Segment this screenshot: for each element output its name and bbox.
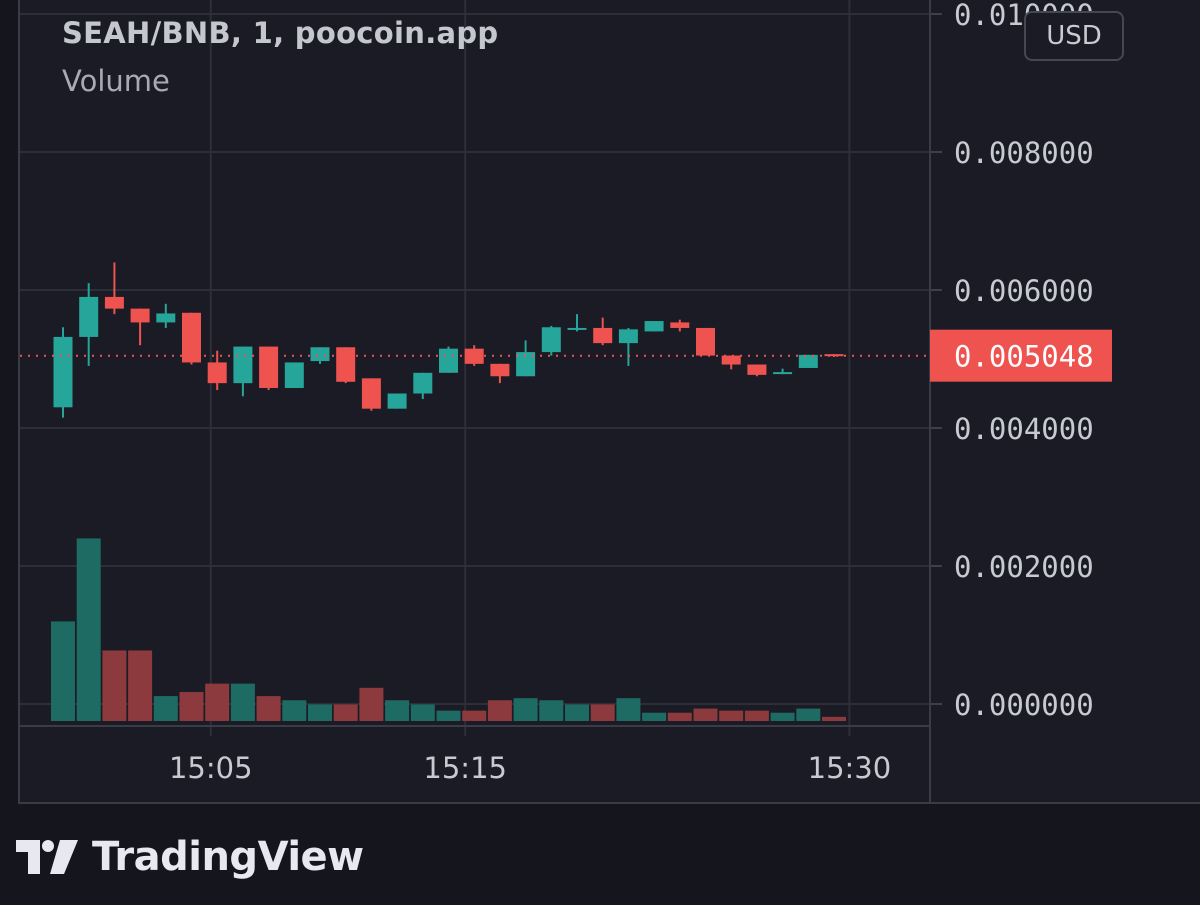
candle-body xyxy=(336,347,356,382)
candle-body xyxy=(413,372,433,394)
candle-body xyxy=(207,362,227,384)
volume-bar xyxy=(128,650,153,721)
currency-button[interactable]: USD xyxy=(1024,11,1124,61)
volume-bar xyxy=(513,698,538,721)
candle-body xyxy=(644,321,664,332)
volume-bar xyxy=(256,696,281,721)
candle-body xyxy=(130,308,150,323)
volume-bar xyxy=(308,704,332,721)
volume-bar xyxy=(205,683,230,721)
candle-body xyxy=(79,296,99,337)
chart-legend-title: SEAH/BNB, 1, poocoin.app xyxy=(62,16,499,50)
volume-bar xyxy=(565,704,589,721)
candle-body xyxy=(156,313,176,323)
candle-body xyxy=(439,348,458,373)
volume-bar xyxy=(770,712,795,721)
y-tick-label: 0.002000 xyxy=(954,550,1094,584)
tradingview-wordmark: TradingView xyxy=(92,834,364,880)
candle-body xyxy=(233,346,253,384)
volume-bar xyxy=(436,710,461,721)
volume-bar xyxy=(796,708,821,721)
volume-bar xyxy=(744,710,769,721)
candle-body xyxy=(310,347,330,362)
y-tick-label: 0.008000 xyxy=(954,136,1094,170)
volume-bar xyxy=(539,700,564,721)
y-tick-label: 0.004000 xyxy=(954,412,1094,446)
candle-body xyxy=(773,372,793,375)
candle-body xyxy=(696,327,715,356)
volume-bar xyxy=(76,538,101,721)
volume-bar xyxy=(333,704,358,721)
candle-body xyxy=(567,327,587,330)
volume-bar xyxy=(230,683,255,721)
candle-body xyxy=(361,378,381,409)
candle-body xyxy=(516,352,536,377)
volume-bar xyxy=(385,700,410,721)
volume-bar xyxy=(51,621,75,721)
candle-body xyxy=(721,355,741,365)
volume-bar xyxy=(102,650,127,721)
volume-bar xyxy=(693,708,718,721)
y-tick-label: 0.006000 xyxy=(954,274,1094,308)
candle-body xyxy=(490,363,510,377)
last-price-badge xyxy=(930,329,1112,382)
tradingview-icon xyxy=(16,840,78,874)
volume-bar xyxy=(359,687,384,721)
x-tick-label: 15:05 xyxy=(169,751,253,785)
candle-body xyxy=(747,364,767,375)
candle-body xyxy=(541,327,561,353)
candle-body xyxy=(259,346,279,388)
candle-body xyxy=(53,336,73,408)
x-tick-label: 15:30 xyxy=(808,751,892,785)
candle-body xyxy=(593,327,613,344)
volume-bar xyxy=(462,710,487,721)
axes: 0.0100000.0080000.0060000.0040000.002000… xyxy=(20,0,1112,804)
volume-bar xyxy=(719,710,744,721)
volume-bar xyxy=(822,716,846,721)
candle-body xyxy=(824,354,844,357)
grid xyxy=(20,0,942,736)
volume-bar xyxy=(487,700,512,721)
candle-body xyxy=(464,348,484,364)
volume-bar xyxy=(642,712,667,721)
y-tick-label: 0.000000 xyxy=(954,688,1094,722)
volume-bar xyxy=(616,698,641,721)
candle-body xyxy=(182,312,201,363)
x-tick-label: 15:15 xyxy=(423,751,507,785)
volume-bar xyxy=(590,704,615,721)
chart-plot[interactable]: 0.0100000.0080000.0060000.0040000.002000… xyxy=(20,0,1200,804)
candle-body xyxy=(670,322,690,328)
volume-bar xyxy=(410,704,435,721)
volume-series xyxy=(51,538,846,721)
volume-bar xyxy=(282,700,307,721)
last-price-label: 0.005048 xyxy=(954,340,1094,374)
chart-frame[interactable]: 0.0100000.0080000.0060000.0040000.002000… xyxy=(18,0,1200,804)
volume-bar xyxy=(667,712,692,721)
candle-body xyxy=(798,354,818,368)
tradingview-logo[interactable]: TradingView xyxy=(16,834,364,880)
candle-body xyxy=(618,329,638,344)
candle-series xyxy=(53,262,844,418)
volume-bar xyxy=(179,691,204,721)
candle-body xyxy=(284,362,304,388)
candle-body xyxy=(104,296,124,309)
volume-legend-label: Volume xyxy=(62,64,170,98)
volume-bar xyxy=(153,696,178,721)
candle-body xyxy=(387,393,407,409)
